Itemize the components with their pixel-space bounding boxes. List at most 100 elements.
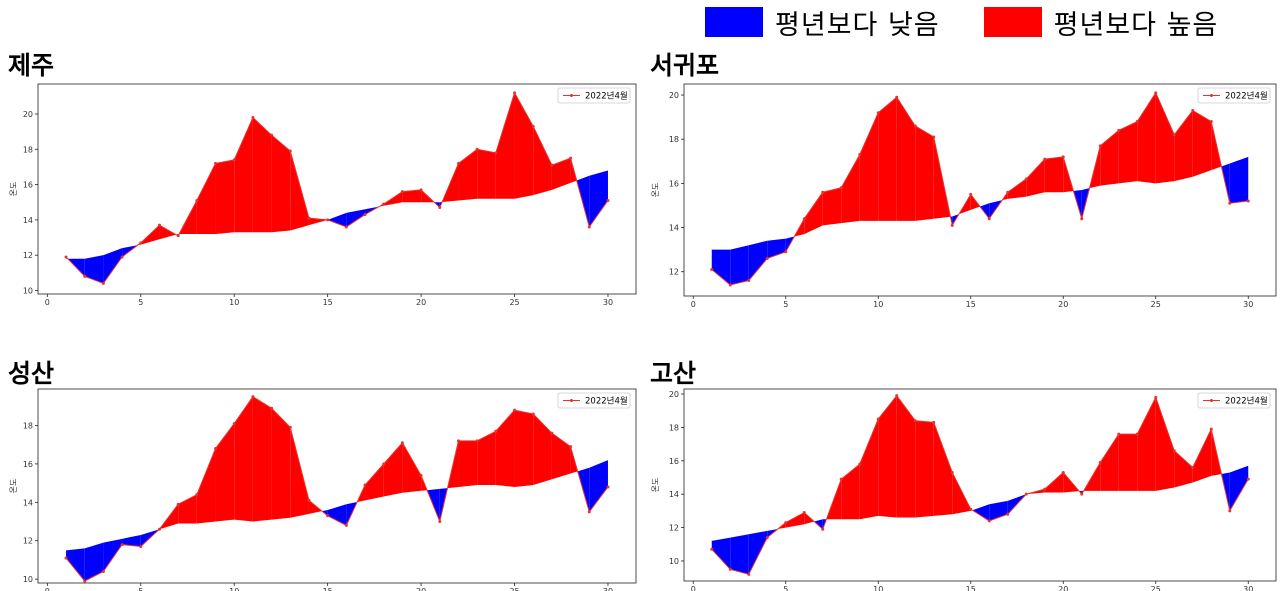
above-normal-region (1137, 92, 1156, 184)
x-tick-label: 20 (416, 298, 426, 307)
data-point (494, 151, 498, 155)
above-normal-region (1026, 159, 1045, 197)
data-point (270, 133, 274, 137)
x-tick-label: 20 (1058, 585, 1068, 591)
below-normal-region (66, 548, 85, 582)
data-point (1117, 432, 1121, 436)
x-tick-label: 10 (873, 585, 883, 591)
plot-legend: 2022년4월 (557, 392, 631, 409)
above-normal-region (458, 440, 478, 487)
data-point (606, 198, 610, 202)
data-point (765, 536, 769, 540)
data-point (232, 422, 236, 426)
data-point (765, 256, 769, 260)
above-normal-region (308, 500, 323, 514)
data-point (475, 147, 479, 151)
data-point (1228, 201, 1232, 205)
data-point (839, 477, 843, 481)
data-point (513, 408, 517, 412)
data-point (64, 255, 68, 259)
legend-item-below: 평년보다 낮음 (705, 3, 940, 42)
x-tick-label: 5 (138, 298, 143, 307)
x-tick-label: 10 (873, 300, 883, 309)
data-point (950, 223, 954, 227)
axes-frame (683, 388, 1277, 582)
data-point (251, 116, 255, 120)
panel-title-seongsan: 성산 (8, 359, 55, 388)
chart-seogwipo: 0 5 10 15 20 25 30 12 14 16 18 20 온도 2022년4월 (651, 83, 1277, 309)
data-point (288, 149, 292, 153)
plot-legend: 2022년4월 (557, 87, 631, 104)
data-point (494, 429, 498, 433)
plot-legend-box (557, 87, 631, 104)
data-point (895, 394, 899, 398)
plot-legend-marker (570, 94, 573, 97)
data-point (987, 519, 991, 523)
above-normal-region (551, 433, 571, 480)
data-point (1098, 144, 1102, 148)
y-tick-label: 18 (23, 145, 33, 154)
data-point (83, 579, 87, 583)
plot-legend-label: 2022년4월 (1225, 91, 1268, 102)
above-normal-region (958, 194, 971, 215)
data-point (363, 213, 367, 217)
y-tick-label: 20 (669, 390, 679, 399)
plot-legend-marker (1210, 399, 1213, 402)
above-normal-region (915, 125, 934, 221)
data-point (251, 395, 255, 399)
above-normal-region (1083, 462, 1101, 491)
data-point (475, 439, 479, 443)
above-normal-region (952, 472, 971, 515)
above-normal-region (1044, 156, 1064, 193)
data-point (876, 111, 880, 115)
below-normal-region (730, 245, 749, 285)
fill-regions (711, 92, 1249, 285)
y-tick-label: 18 (669, 135, 679, 144)
data-point (784, 250, 788, 254)
series-line (711, 91, 1249, 286)
data-point (1154, 395, 1158, 399)
above-normal-region (234, 117, 253, 233)
above-normal-region (1118, 434, 1138, 491)
x-tick-label: 30 (1243, 585, 1253, 591)
data-point (1043, 487, 1047, 491)
data-point (1024, 177, 1028, 181)
above-normal-region (859, 112, 879, 221)
data-point (1246, 477, 1250, 481)
data-point (802, 217, 806, 221)
data-point (821, 527, 825, 531)
data-point (728, 283, 732, 287)
fill-regions (66, 396, 608, 582)
axes-frame (683, 83, 1277, 297)
data-point (569, 156, 573, 160)
y-tick-label: 14 (23, 498, 33, 507)
axes-frame (37, 388, 637, 584)
y-tick-label: 20 (23, 110, 33, 119)
data-point (1135, 432, 1139, 436)
y-tick-label: 16 (669, 179, 679, 188)
plot-legend-label: 2022년4월 (585, 396, 628, 407)
above-normal-region (896, 97, 916, 221)
above-normal-region (252, 396, 272, 522)
above-normal-region (290, 151, 309, 231)
data-point (1209, 120, 1213, 124)
above-normal-region (495, 92, 515, 199)
above-normal-region (196, 448, 216, 524)
above-normal-region (1026, 489, 1045, 495)
legend-item-above: 평년보다 높음 (983, 3, 1219, 42)
y-axis-label: 온도 (9, 479, 18, 494)
data-point (821, 190, 825, 194)
data-point (214, 447, 218, 451)
plot-legend-box (1197, 87, 1271, 104)
data-point (363, 483, 367, 487)
legend-label-below: 평년보다 낮음 (775, 9, 940, 41)
above-normal-region (514, 92, 534, 199)
above-normal-region (1155, 397, 1175, 491)
above-normal-region (1174, 110, 1193, 182)
y-axis-label: 온도 (651, 478, 660, 493)
data-point (438, 206, 442, 210)
data-point (139, 241, 143, 245)
below-normal-region (1229, 156, 1249, 204)
data-point (1117, 128, 1121, 132)
data-point (932, 135, 936, 139)
